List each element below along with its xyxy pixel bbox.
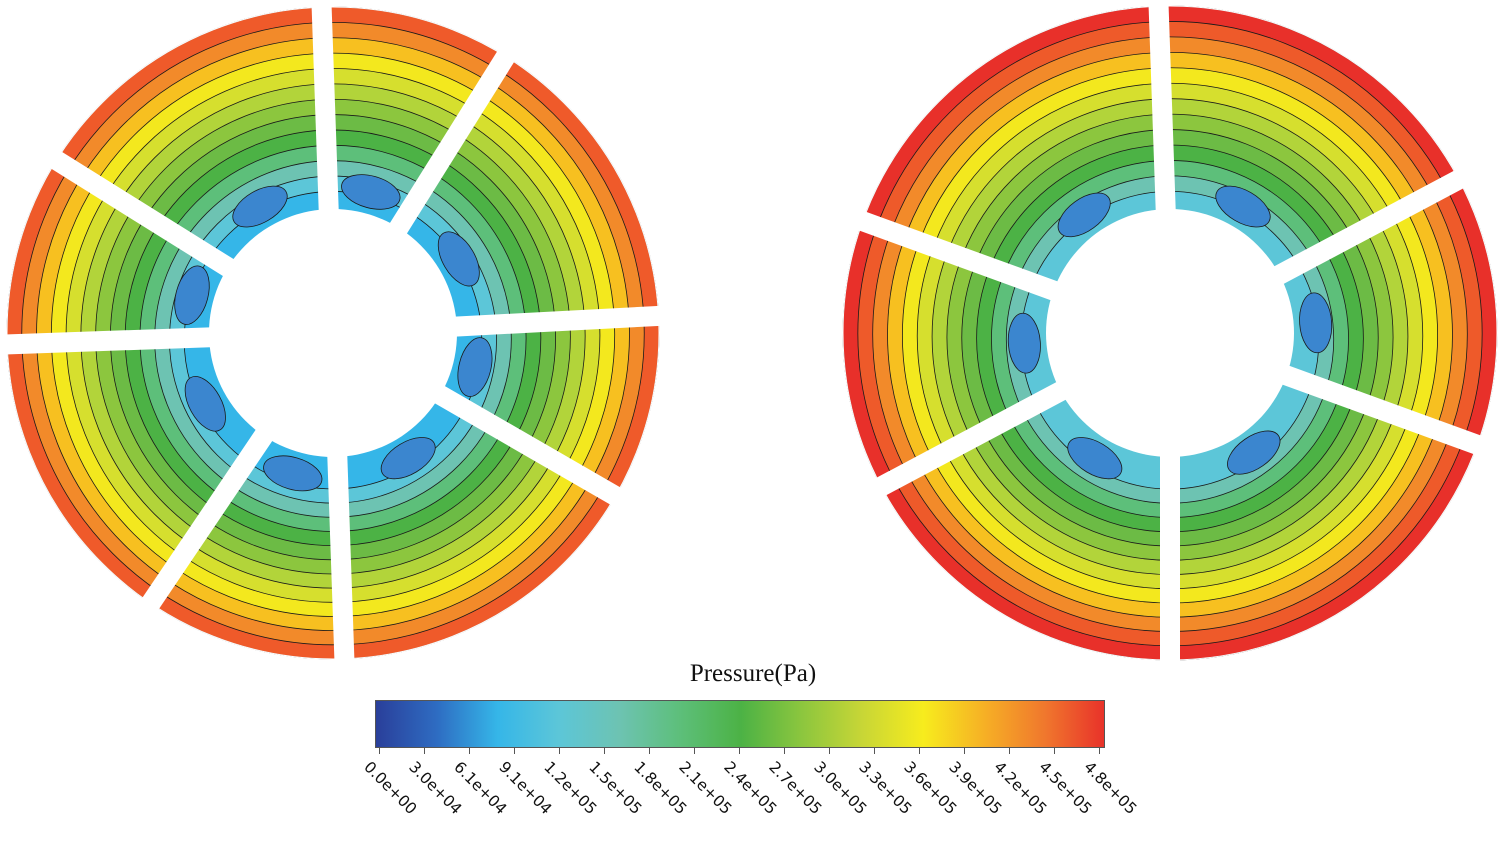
colorbar-tick-mark <box>604 748 605 754</box>
vane-slot <box>327 452 355 666</box>
vane-slot <box>431 384 626 508</box>
low-pressure-region <box>184 376 226 432</box>
vane-slot <box>1148 0 1176 214</box>
vane-slot <box>311 0 339 214</box>
hub-opening <box>209 209 457 457</box>
colorbar-tick-mark <box>964 748 965 754</box>
low-pressure-region <box>1057 192 1111 238</box>
low-pressure-region <box>1067 437 1123 480</box>
pressure-colorbar <box>375 700 1105 748</box>
low-pressure-region <box>437 231 480 287</box>
legend-title: Pressure(Pa) <box>689 660 817 687</box>
colorbar-tick-mark <box>1099 748 1100 754</box>
vane-slot <box>388 46 518 237</box>
low-pressure-region <box>341 174 401 210</box>
vane-slot <box>1271 167 1469 286</box>
vane-slot <box>139 426 275 614</box>
colorbar-tick-mark <box>424 748 425 754</box>
hub-opening <box>1046 209 1294 457</box>
colorbar-tick-mark <box>739 748 740 754</box>
low-pressure-region <box>1227 430 1281 475</box>
right-pressure-disk <box>842 0 1498 666</box>
low-pressure-region <box>1007 312 1041 374</box>
vane-slot <box>1279 364 1487 457</box>
left-pressure-disk <box>0 0 666 666</box>
colorbar-tick-mark <box>694 748 695 754</box>
colorbar-tick-mark <box>559 748 560 754</box>
low-pressure-region <box>1215 185 1271 228</box>
colorbar-tick-mark <box>1054 748 1055 754</box>
colorbar-tick-mark <box>514 748 515 754</box>
low-pressure-region <box>263 455 323 492</box>
low-pressure-region <box>380 437 436 480</box>
disk-boundary <box>842 5 1498 661</box>
colorbar-tick-mark <box>784 748 785 754</box>
low-pressure-region <box>457 337 493 397</box>
vane-slot <box>0 327 214 355</box>
colorbar-tick-mark <box>649 748 650 754</box>
disk-boundary <box>6 6 660 660</box>
colorbar-tick-mark <box>469 748 470 754</box>
colorbar-tick-mark <box>829 748 830 754</box>
low-pressure-region <box>232 185 288 228</box>
colorbar-tick-mark <box>919 748 920 754</box>
colorbar-tick-mark <box>379 748 380 754</box>
vane-slot <box>853 209 1061 302</box>
low-pressure-region <box>174 265 210 325</box>
vane-slot <box>871 380 1069 499</box>
colorbar-tick-mark <box>1009 748 1010 754</box>
vane-slot <box>452 305 666 337</box>
vane-slot <box>46 148 237 278</box>
colorbar-tick-mark <box>874 748 875 754</box>
low-pressure-region <box>1299 292 1333 354</box>
